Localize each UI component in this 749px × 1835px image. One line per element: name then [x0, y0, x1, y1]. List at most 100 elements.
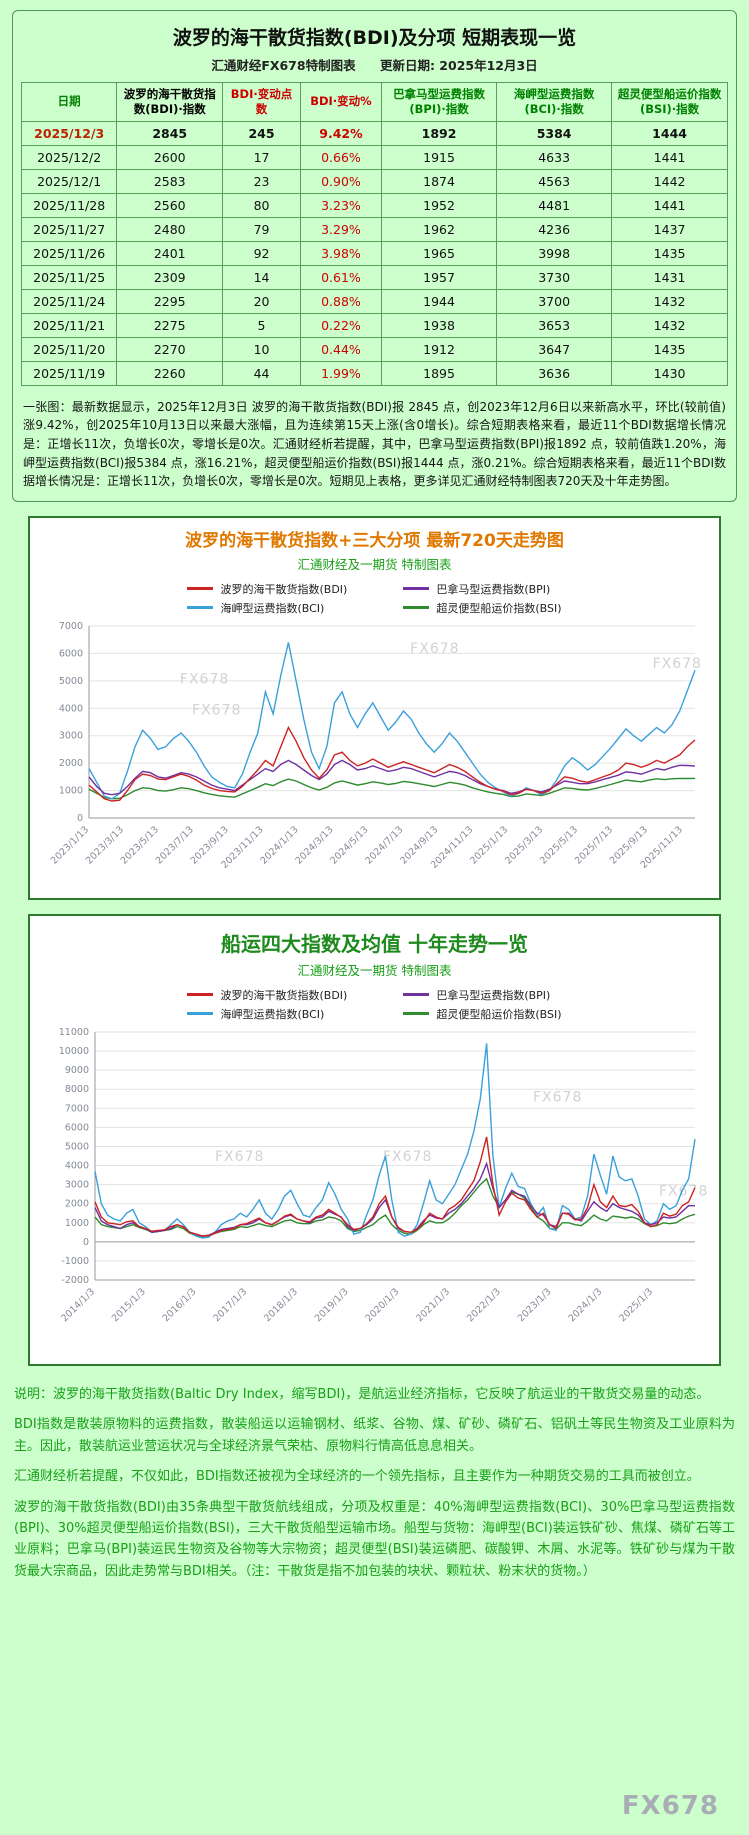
column-header: 日期: [20, 82, 118, 122]
y-tick-label: 8000: [64, 1084, 88, 1095]
table-cell: 17: [222, 144, 301, 170]
table-cell: 2025/12/2: [20, 144, 118, 170]
table-cell: 23: [222, 168, 301, 194]
table-cell: 2025/11/20: [20, 336, 118, 362]
table-cell: 0.44%: [299, 336, 383, 362]
table-cell: 1915: [381, 144, 498, 170]
table-cell: 1965: [381, 240, 498, 266]
table-cell: 3.98%: [299, 240, 383, 266]
table-cell: 1962: [381, 216, 498, 242]
footer-paragraph: 汇通财经析若提醒，不仅如此，BDI指数还被视为全球经济的一个领先指标，且主要作为…: [14, 1469, 700, 1485]
legend-item-2: 海岬型运费指数(BCI): [187, 600, 347, 616]
legend-item-1: 巴拿马型运费指数(BPI): [403, 581, 561, 597]
column-header: BDI·变动点数: [222, 82, 301, 122]
watermark-text: FX678: [179, 671, 228, 687]
bdi-table-body: 2025/12/3 2845 245 9.42% 1892 5384 1444 2025/12…: [20, 120, 728, 386]
table-row: 2025/11/26 2401 92 3.98% 1965 3998 1435: [20, 240, 728, 266]
table-cell: 3.29%: [299, 216, 383, 242]
table-row: 2025/12/1 2583 23 0.90% 1874 4563 1442: [20, 168, 728, 194]
series-line: [87, 759, 695, 796]
chart-720-subtitle: 汇通财经及一期货 特制图表: [297, 556, 452, 572]
table-cell: 4633: [496, 144, 613, 170]
y-tick-label: 10000: [58, 1046, 88, 1057]
table-row: 2025/12/2 2600 17 0.66% 1915 4633 1441: [20, 144, 728, 170]
legend-swatch: [187, 587, 214, 591]
legend-swatch: [187, 606, 214, 610]
short-term-table-panel: 波罗的海干散货指数(BDI)及分项 短期表现一览 汇通财经FX678特制图表 更…: [12, 10, 737, 502]
column-header: 海岬型运费指数(BCI)·指数: [496, 82, 613, 122]
chart-720-plot: 0 1000 2000 3000 4000 5000 6000 7000 2023/1/13 20…: [36, 618, 713, 894]
table-cell: 3636: [496, 360, 613, 386]
series-line: [93, 1043, 696, 1239]
legend-label: 巴拿马型运费指数(BPI): [436, 582, 551, 596]
table-cell: 0.90%: [299, 168, 383, 194]
table-cell: 79: [222, 216, 301, 242]
x-tick-label: 2020/1/3: [363, 1286, 401, 1324]
table-cell: 1892: [381, 120, 498, 146]
table-cell: 1938: [381, 312, 498, 338]
table-row: 2025/11/19 2260 44 1.99% 1895 3636 1430: [20, 360, 728, 386]
y-tick-label: 3000: [58, 731, 82, 742]
table-cell: 2309: [116, 264, 224, 290]
table-cell: 2275: [116, 312, 224, 338]
table-cell: 3998: [496, 240, 613, 266]
table-cell: 0.61%: [299, 264, 383, 290]
series-line: [93, 1136, 696, 1237]
fx678-watermark: FX678: [621, 1791, 719, 1821]
table-cell: 1.99%: [299, 360, 383, 386]
table-cell: 3653: [496, 312, 613, 338]
table-cell: 5384: [496, 120, 613, 146]
chart-10y-title: 船运四大指数及均值 十年走势一览: [221, 931, 528, 956]
table-cell: 2025/11/24: [20, 288, 118, 314]
table-cell: 245: [222, 120, 301, 146]
table-cell: 92: [222, 240, 301, 266]
y-tick-label: 6000: [58, 648, 82, 659]
y-tick-label: 5000: [58, 676, 82, 687]
legend-item-2: 海岬型运费指数(BCI): [187, 1006, 347, 1022]
table-cell: 2025/11/25: [20, 264, 118, 290]
y-tick-label: 6000: [64, 1122, 88, 1133]
line-chart-svg: -2000 -1000 0 1000 2000 3000 4000 5000 6000 7000 8…: [58, 1027, 708, 1324]
table-cell: 2025/11/21: [20, 312, 118, 338]
bdi-table: 日期 波罗的海干散货指数(BDI)·指数 BDI·变动点数 BDI·变动% 巴拿马型运费…: [20, 82, 728, 386]
legend-label: 海岬型运费指数(BCI): [220, 1007, 325, 1021]
table-row: 2025/11/20 2270 10 0.44% 1912 3647 1435: [20, 336, 728, 362]
x-tick-label: 2023/1/3: [515, 1286, 553, 1324]
table-cell: 1957: [381, 264, 498, 290]
chart-10y-subtitle: 汇通财经及一期货 特制图表: [297, 962, 452, 978]
y-tick-label: 0: [76, 813, 82, 824]
chart-720-panel: 波罗的海干散货指数+三大分项 最新720天走势图 汇通财经及一期货 特制图表 波…: [28, 515, 721, 900]
table-cell: 4563: [496, 168, 613, 194]
y-tick-label: 7000: [64, 1103, 88, 1114]
bdi-table-head: 日期 波罗的海干散货指数(BDI)·指数 BDI·变动点数 BDI·变动% 巴拿马型运费…: [20, 82, 728, 122]
watermark-text: FX678: [533, 1089, 582, 1105]
table-cell: 3.23%: [299, 192, 383, 218]
table-cell: 1435: [611, 336, 728, 362]
table-cell: 0.88%: [299, 288, 383, 314]
x-tick-label: 2015/1/3: [109, 1286, 147, 1324]
column-header: 巴拿马型运费指数(BPI)·指数: [381, 82, 498, 122]
table-cell: 1430: [611, 360, 728, 386]
legend-swatch: [187, 993, 214, 997]
series-line: [88, 777, 695, 800]
table-cell: 3700: [496, 288, 613, 314]
x-tick-label: 2025/1/3: [617, 1286, 655, 1324]
legend-label: 超灵便型船运价指数(BSI): [436, 601, 562, 615]
table-cell: 3730: [496, 264, 613, 290]
column-header: 超灵便型船运价指数(BSI)·指数: [611, 82, 728, 122]
table-row: 2025/11/27 2480 79 3.29% 1962 4236 1437: [20, 216, 728, 242]
watermark-text: FX678: [659, 1184, 708, 1200]
table-cell: 2845: [116, 120, 224, 146]
table-row: 2025/12/3 2845 245 9.42% 1892 5384 1444: [20, 120, 728, 146]
table-cell: 2025/11/26: [20, 240, 118, 266]
legend-item-1: 巴拿马型运费指数(BPI): [403, 987, 561, 1003]
table-cell: 2600: [116, 144, 224, 170]
table-cell: 10: [222, 336, 301, 362]
legend-item-0: 波罗的海干散货指数(BDI): [187, 987, 347, 1003]
line-chart-svg: 010002000300040005000600070002023/1/1320…: [48, 621, 700, 871]
series-line: [87, 642, 696, 800]
chart-10y-legend: 波罗的海干散货指数(BDI) 巴拿马型运费指数(BPI) 海岬型运费指数(BCI) 超…: [36, 987, 713, 1022]
table-cell: 2480: [116, 216, 224, 242]
table-cell: 1432: [611, 288, 728, 314]
y-tick-label: 2000: [64, 1199, 88, 1210]
